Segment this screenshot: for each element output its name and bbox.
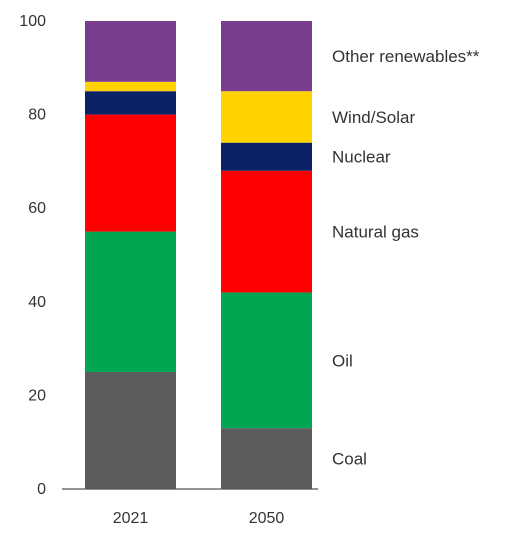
bar-segment-2021-other-renewables — [85, 21, 176, 82]
bar-segment-2050-oil — [221, 292, 312, 429]
segment-label-oil: Oil — [332, 351, 353, 370]
bar-segment-2021-nuclear — [85, 91, 176, 115]
x-category-label: 2021 — [113, 510, 149, 527]
bar-segment-2050-nuclear — [221, 142, 312, 171]
bar-segment-2050-wind-solar — [221, 91, 312, 143]
bar-segment-2050-natural-gas — [221, 170, 312, 293]
segment-labels: Coal Oil Natural gas Nuclear Wind/Solar Other… — [332, 47, 480, 468]
segment-label-nuclear: Nuclear — [332, 148, 391, 167]
y-tick-label: 0 — [37, 481, 46, 498]
segment-label-natural-gas: Natural gas — [332, 223, 419, 242]
bar-segment-2021-coal — [85, 372, 176, 489]
y-tick-label: 80 — [28, 107, 46, 124]
bar-segment-2021-wind-solar — [85, 81, 176, 92]
x-axis-labels: 2021 2050 — [113, 510, 285, 527]
y-tick-label: 60 — [28, 200, 46, 217]
segment-label-wind-solar: Wind/Solar — [332, 108, 415, 127]
bar-segment-2021-natural-gas — [85, 114, 176, 232]
bars-group — [85, 21, 312, 489]
y-tick-label: 100 — [19, 13, 46, 30]
y-tick-label: 20 — [28, 387, 46, 404]
bar-segment-2021-oil — [85, 231, 176, 372]
segment-label-coal: Coal — [332, 450, 367, 469]
x-category-label: 2050 — [249, 510, 285, 527]
y-tick-label: 40 — [28, 294, 46, 311]
bar-segment-2050-coal — [221, 428, 312, 489]
bar-segment-2050-other-renewables — [221, 21, 312, 92]
segment-label-other-renewables: Other renewables** — [332, 47, 480, 66]
y-axis-ticks: 0 20 40 60 80 100 — [19, 13, 46, 498]
